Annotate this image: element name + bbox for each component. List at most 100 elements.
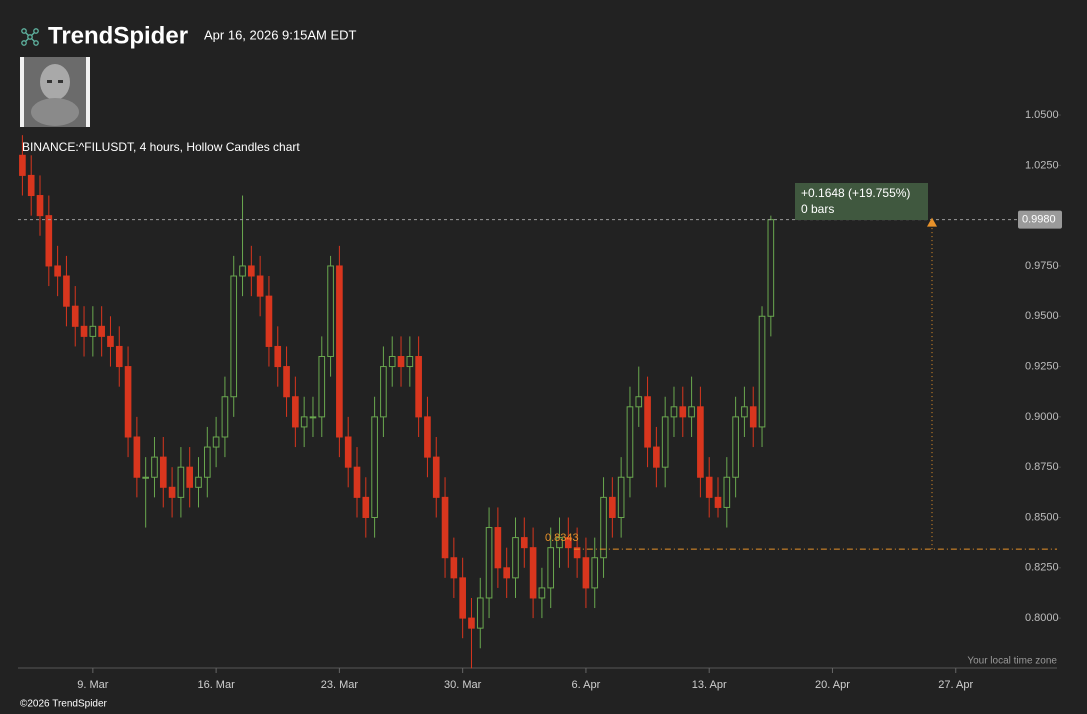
candle-body bbox=[582, 557, 590, 589]
candle-body bbox=[239, 265, 246, 277]
candle-body bbox=[415, 356, 422, 418]
candle-body bbox=[177, 466, 185, 498]
candle-body bbox=[212, 436, 220, 448]
copyright: ©2026 TrendSpider bbox=[20, 699, 108, 710]
candle-body bbox=[741, 406, 748, 418]
candle-body bbox=[512, 537, 519, 579]
timezone-note: Your local time zone bbox=[967, 656, 1057, 667]
candle-body bbox=[151, 456, 158, 478]
chart-title: BINANCE:^FILUSDT, 4 hours, Hollow Candle… bbox=[22, 140, 300, 154]
candle-body bbox=[248, 265, 255, 277]
candle-body bbox=[538, 587, 546, 599]
y-tick-label: 0.9750 bbox=[1025, 260, 1059, 272]
brand: TrendSpider bbox=[48, 22, 188, 49]
avatar bbox=[20, 57, 90, 127]
timestamp: Apr 16, 2026 9:15AM EDT bbox=[204, 27, 357, 42]
x-tick-label: 6. Apr bbox=[572, 679, 601, 691]
candle-body bbox=[36, 195, 44, 217]
candle-body bbox=[27, 174, 35, 197]
candle-body bbox=[309, 416, 317, 419]
candle-body bbox=[397, 356, 405, 368]
candle-body bbox=[626, 406, 634, 478]
candle-body bbox=[54, 265, 61, 277]
candle-body bbox=[635, 396, 643, 408]
candle-body bbox=[670, 406, 678, 418]
candle-body bbox=[362, 496, 370, 518]
candle-body bbox=[186, 466, 194, 488]
candle-body bbox=[459, 577, 466, 619]
candle-body bbox=[283, 366, 290, 398]
candle-body bbox=[609, 496, 616, 518]
candle-body bbox=[80, 325, 88, 337]
last-price-label: 0.9980 bbox=[1022, 214, 1056, 226]
candle-body bbox=[432, 456, 440, 498]
y-tick-label: 0.8000 bbox=[1025, 612, 1059, 624]
y-tick-label: 0.8250 bbox=[1025, 562, 1059, 574]
candle-body bbox=[274, 345, 282, 368]
candle-body bbox=[749, 406, 757, 428]
reference-label: 0.8343 bbox=[545, 532, 579, 544]
measure-arrow bbox=[927, 217, 937, 227]
candle-body bbox=[758, 315, 766, 428]
y-tick-label: 1.0250 bbox=[1025, 159, 1059, 171]
candle-body bbox=[265, 295, 273, 347]
candle-body bbox=[450, 557, 458, 579]
candle-body bbox=[388, 356, 396, 368]
candle-body bbox=[705, 476, 713, 498]
candle-body bbox=[441, 496, 449, 559]
candle-body bbox=[485, 527, 493, 599]
logo-icon bbox=[21, 28, 39, 46]
measure-box bbox=[795, 183, 928, 220]
candle-body bbox=[468, 617, 475, 629]
candle-body bbox=[661, 416, 669, 468]
candle-body bbox=[133, 436, 141, 478]
x-tick-label: 9. Mar bbox=[77, 679, 109, 691]
x-tick-label: 20. Apr bbox=[815, 679, 850, 691]
candle-body bbox=[688, 406, 695, 418]
candle-body bbox=[89, 325, 97, 337]
candle-body bbox=[547, 547, 555, 589]
candle-body bbox=[494, 527, 502, 569]
y-tick-label: 0.8500 bbox=[1025, 511, 1059, 523]
candle-body bbox=[697, 406, 704, 478]
candle-body bbox=[124, 366, 132, 438]
candle-body bbox=[159, 456, 167, 488]
candle-body bbox=[292, 396, 299, 428]
candle-body bbox=[107, 335, 114, 347]
candle-body bbox=[344, 436, 352, 468]
candle-body bbox=[600, 496, 607, 559]
candle-body bbox=[142, 476, 149, 479]
candle-body bbox=[714, 496, 722, 508]
candle-body bbox=[732, 416, 739, 478]
candle-body bbox=[565, 537, 572, 549]
candle-body bbox=[195, 476, 202, 488]
candle-body bbox=[63, 275, 70, 307]
last-price-tag bbox=[1018, 210, 1062, 229]
candle-body bbox=[476, 597, 484, 629]
candle-body bbox=[98, 325, 105, 337]
candle-body bbox=[573, 547, 581, 559]
candle-body bbox=[168, 486, 176, 498]
candle-body bbox=[318, 356, 326, 418]
x-tick-label: 16. Mar bbox=[197, 679, 235, 691]
candle-body bbox=[424, 416, 431, 458]
candle-body bbox=[653, 446, 660, 468]
y-tick-label: 0.9000 bbox=[1025, 411, 1059, 423]
candle-body bbox=[203, 446, 211, 478]
candle-body bbox=[371, 416, 378, 518]
y-tick-label: 1.0500 bbox=[1025, 109, 1059, 121]
candle-body bbox=[353, 466, 361, 498]
candle-body bbox=[529, 547, 537, 599]
candle-body bbox=[723, 476, 731, 508]
candle-body bbox=[115, 345, 123, 368]
candle-body bbox=[300, 416, 308, 428]
candle-body bbox=[644, 396, 651, 448]
candle-body bbox=[230, 275, 238, 398]
x-tick-label: 23. Mar bbox=[321, 679, 359, 691]
candle-body bbox=[19, 154, 26, 176]
candle-body bbox=[336, 265, 343, 438]
candle-body bbox=[617, 476, 625, 518]
candle-body bbox=[556, 537, 563, 549]
